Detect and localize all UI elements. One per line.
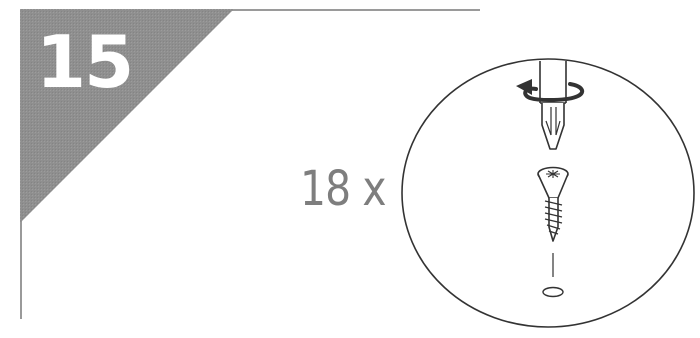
- screw-icon: [537, 166, 569, 242]
- part-quantity: 18 x: [300, 161, 386, 217]
- pilot-hole-icon: [542, 286, 564, 298]
- step-corner-badge: [20, 9, 234, 223]
- frame-top-border: [20, 9, 480, 11]
- step-number: 15: [36, 20, 134, 104]
- arrow-head: [516, 79, 532, 95]
- clockwise-arrow-icon: [523, 82, 585, 103]
- screwdriver-icon: [539, 61, 567, 150]
- screwdriver-screw-icon: [401, 58, 695, 328]
